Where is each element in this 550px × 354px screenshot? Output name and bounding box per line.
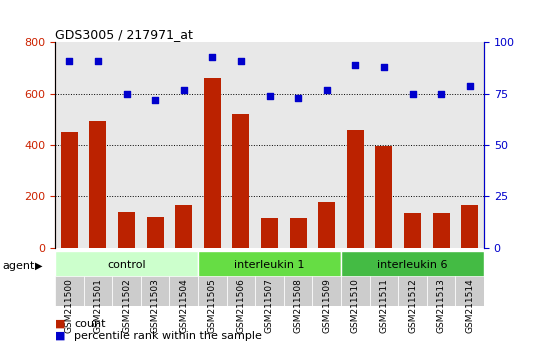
Text: GSM211509: GSM211509 bbox=[322, 279, 331, 333]
Bar bbox=[375, 147, 393, 248]
Text: GSM211506: GSM211506 bbox=[236, 279, 245, 333]
Bar bbox=[169, 276, 198, 306]
Text: ▶: ▶ bbox=[35, 261, 42, 271]
Point bbox=[94, 58, 102, 64]
Point bbox=[208, 54, 217, 60]
Bar bbox=[284, 276, 312, 306]
Point bbox=[465, 83, 474, 88]
Bar bbox=[341, 276, 370, 306]
Text: GSM211503: GSM211503 bbox=[151, 279, 160, 333]
Point bbox=[408, 91, 417, 97]
Bar bbox=[427, 276, 455, 306]
Bar bbox=[227, 276, 255, 306]
Point bbox=[151, 97, 160, 103]
Bar bbox=[318, 202, 336, 248]
Text: GSM211513: GSM211513 bbox=[437, 279, 446, 333]
Bar bbox=[55, 276, 84, 306]
Bar bbox=[141, 276, 169, 306]
Text: GSM211501: GSM211501 bbox=[94, 279, 102, 333]
Text: percentile rank within the sample: percentile rank within the sample bbox=[74, 331, 262, 341]
Point bbox=[65, 58, 74, 64]
Bar bbox=[198, 276, 227, 306]
Text: GSM211505: GSM211505 bbox=[208, 279, 217, 333]
Bar bbox=[261, 218, 278, 248]
Text: count: count bbox=[74, 319, 106, 329]
Text: GDS3005 / 217971_at: GDS3005 / 217971_at bbox=[55, 28, 193, 41]
Bar bbox=[312, 276, 341, 306]
Bar bbox=[232, 114, 250, 248]
Bar bbox=[175, 205, 192, 248]
Bar bbox=[204, 79, 221, 248]
Point bbox=[294, 95, 302, 101]
Text: ■: ■ bbox=[55, 319, 65, 329]
Bar bbox=[341, 251, 484, 278]
Bar bbox=[370, 276, 398, 306]
Point bbox=[265, 93, 274, 99]
Text: GSM211504: GSM211504 bbox=[179, 279, 188, 333]
Bar bbox=[198, 251, 341, 278]
Text: ■: ■ bbox=[55, 331, 65, 341]
Text: GSM211507: GSM211507 bbox=[265, 279, 274, 333]
Bar bbox=[398, 276, 427, 306]
Bar bbox=[346, 130, 364, 248]
Text: agent: agent bbox=[3, 261, 35, 271]
Point bbox=[322, 87, 331, 92]
Bar bbox=[432, 213, 450, 248]
Bar bbox=[146, 217, 164, 248]
Bar bbox=[89, 121, 107, 248]
Bar bbox=[55, 251, 198, 278]
Point bbox=[179, 87, 188, 92]
Point bbox=[122, 91, 131, 97]
Text: control: control bbox=[107, 259, 146, 270]
Text: GSM211514: GSM211514 bbox=[465, 279, 474, 333]
Point bbox=[437, 91, 446, 97]
Text: GSM211500: GSM211500 bbox=[65, 279, 74, 333]
Text: GSM211510: GSM211510 bbox=[351, 279, 360, 333]
Point bbox=[379, 64, 388, 70]
Point bbox=[236, 58, 245, 64]
Text: interleukin 1: interleukin 1 bbox=[234, 259, 305, 270]
Point bbox=[351, 62, 360, 68]
Bar bbox=[404, 213, 421, 248]
Text: interleukin 6: interleukin 6 bbox=[377, 259, 448, 270]
Bar bbox=[60, 132, 78, 248]
Text: GSM211512: GSM211512 bbox=[408, 279, 417, 333]
Bar bbox=[289, 218, 307, 248]
Text: GSM211511: GSM211511 bbox=[379, 279, 388, 333]
Bar bbox=[255, 276, 284, 306]
Bar bbox=[118, 212, 135, 248]
Text: GSM211508: GSM211508 bbox=[294, 279, 302, 333]
Bar bbox=[84, 276, 112, 306]
Bar bbox=[112, 276, 141, 306]
Bar bbox=[461, 205, 478, 248]
Bar bbox=[455, 276, 484, 306]
Text: GSM211502: GSM211502 bbox=[122, 279, 131, 333]
